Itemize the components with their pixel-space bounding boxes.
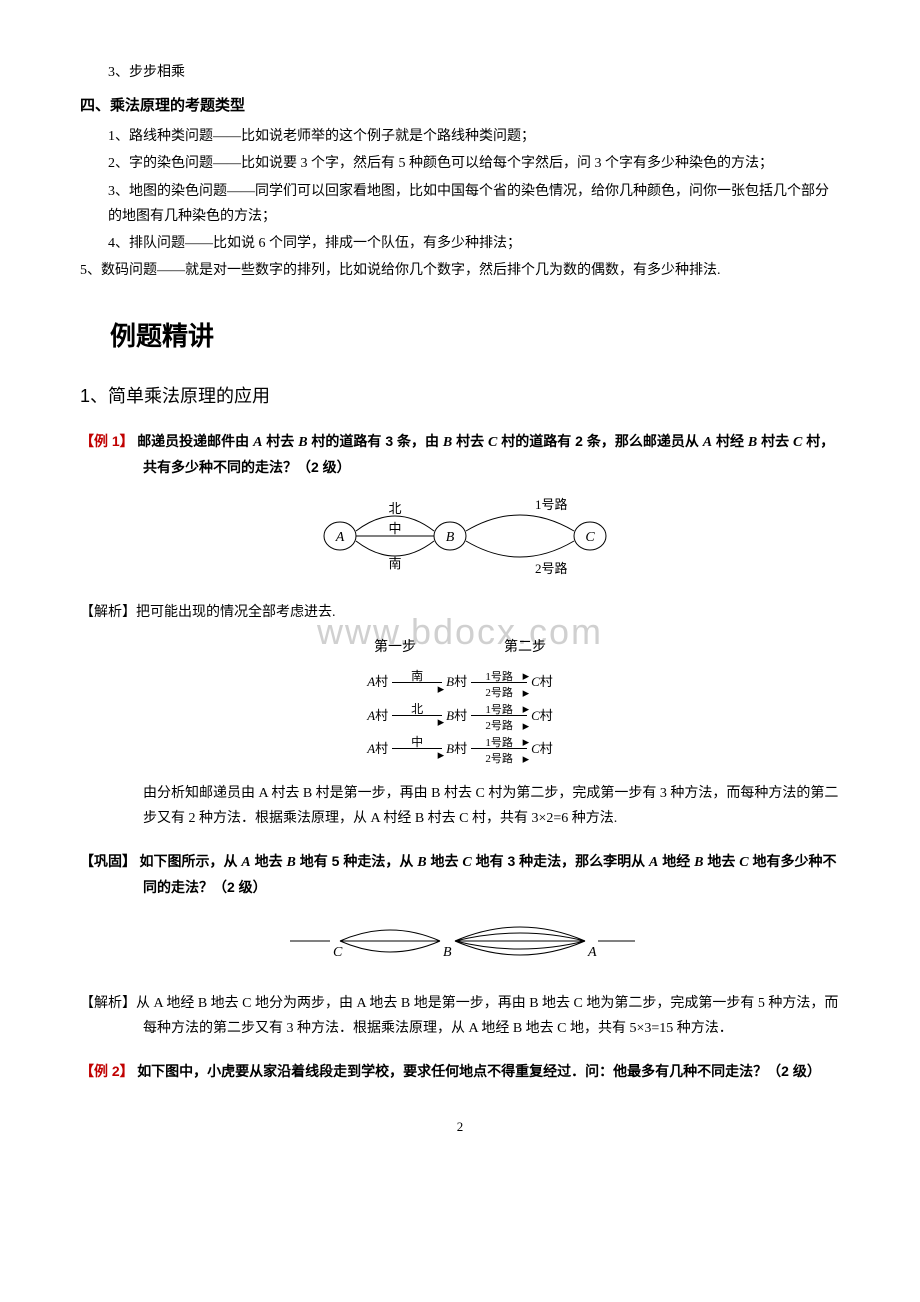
edge-road2: 2号路 [535, 561, 568, 576]
edge-road1: 1号路 [535, 497, 568, 512]
node-a: A [335, 530, 345, 545]
ex1-diagram: A B C 北 中 南 1号路 2号路 [80, 491, 840, 590]
subsection-1: 1、简单乘法原理的应用 [80, 380, 840, 412]
step-row: A 村 中▸B 村 1号路2号路▸▸ C 村 [330, 737, 590, 760]
node-b: B [446, 530, 455, 545]
con1-diagram: C B A [80, 911, 840, 980]
con1-label: 【巩固】 [80, 853, 136, 869]
main-section-title: 例题精讲 [110, 313, 840, 360]
step1-label: 第一步 [374, 635, 416, 660]
s4-item-3: 3、地图的染色问题——同学们可以回家看地图，比如中国每个省的染色情况，给你几种颜… [80, 179, 840, 229]
consolidate-1: 【巩固】 如下图所示，从 A 地去 B 地有 5 种走法，从 B 地去 C 地有… [80, 849, 840, 901]
node-a2: A [587, 945, 597, 960]
ex1-body: 邮递员投递邮件由 A 村去 B 村的道路有 3 条，由 B 村去 C 村的道路有… [137, 433, 834, 475]
con1-analysis-label: 【解析】 [80, 996, 136, 1011]
ex1-analysis-intro: 【解析】把可能出现的情况全部考虑进去. [80, 600, 840, 625]
step2-label: 第二步 [504, 635, 546, 660]
s4-item-4: 4、排队问题——比如说 6 个同学，排成一个队伍，有多少种排法； [80, 231, 840, 256]
step-row: A 村 北▸B 村 1号路2号路▸▸ C 村 [330, 704, 590, 727]
example-2: 【例 2】 如下图中，小虎要从家沿着线段走到学校，要求任何地点不得重复经过．问：… [80, 1059, 840, 1085]
ex2-label: 【例 2】 [80, 1063, 134, 1079]
node-b2: B [443, 945, 452, 960]
con1-analysis-text: 从 A 地经 B 地去 C 地分为两步，由 A 地去 B 地是第一步，再由 B … [136, 996, 838, 1036]
s4-item-2: 2、字的染色问题——比如说要 3 个字，然后有 5 种颜色可以给每个字然后，问 … [80, 151, 840, 176]
section4-title: 四、乘法原理的考题类型 [80, 93, 840, 120]
step-row: A 村 南▸B 村 1号路2号路▸▸ C 村 [330, 670, 590, 693]
page-number: 2 [80, 1115, 840, 1138]
ex2-body: 如下图中，小虎要从家沿着线段走到学校，要求任何地点不得重复经过．问：他最多有几种… [137, 1063, 821, 1079]
edge-south: 南 [388, 556, 401, 571]
s4-item-1: 1、路线种类问题——比如说老师举的这个例子就是个路线种类问题； [80, 124, 840, 149]
ex1-analysis-label: 【解析】 [80, 605, 136, 620]
ex1-steps-diagram: 第一步 第二步 A 村 南▸B 村 1号路2号路▸▸ C 村 A 村 北▸B 村 … [80, 635, 840, 770]
page-content: 3、步步相乘 四、乘法原理的考题类型 1、路线种类问题——比如说老师举的这个例子… [80, 60, 840, 1139]
intro-item-3: 3、步步相乘 [80, 60, 840, 85]
edge-mid: 中 [388, 521, 401, 536]
node-c2: C [333, 945, 343, 960]
ex1-analysis-intro-text: 把可能出现的情况全部考虑进去. [136, 605, 336, 620]
con1-body: 如下图所示，从 A 地去 B 地有 5 种走法，从 B 地去 C 地有 3 种走… [140, 853, 837, 895]
node-c: C [585, 530, 595, 545]
edge-north: 北 [388, 501, 401, 516]
con1-analysis: 【解析】从 A 地经 B 地去 C 地分为两步，由 A 地去 B 地是第一步，再… [80, 991, 840, 1041]
s4-item-5: 5、数码问题——就是对一些数字的排列，比如说给你几个数字，然后排个几为数的偶数，… [80, 258, 840, 283]
ex1-label: 【例 1】 [80, 433, 134, 449]
example-1: 【例 1】 邮递员投递邮件由 A 村去 B 村的道路有 3 条，由 B 村去 C… [80, 429, 840, 481]
ex1-conclusion: 由分析知邮递员由 A 村去 B 村是第一步，再由 B 村去 C 村为第二步，完成… [80, 781, 840, 831]
